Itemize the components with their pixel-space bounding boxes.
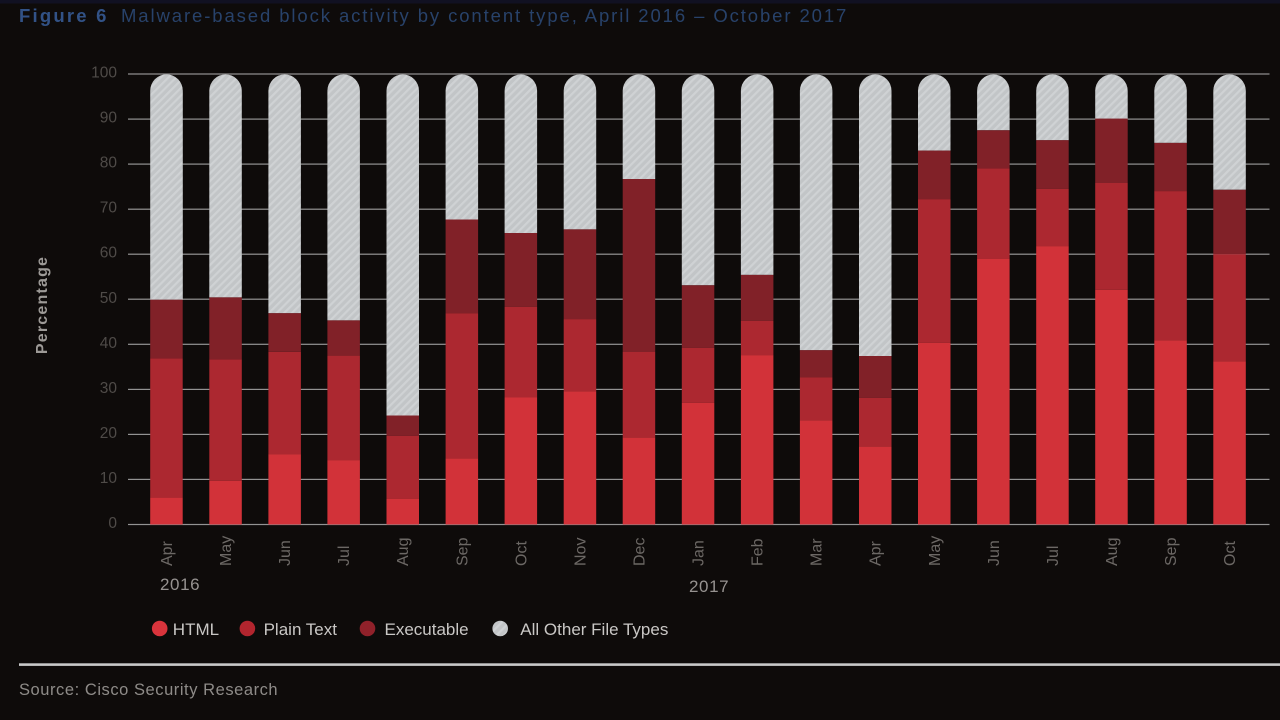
svg-text:Feb: Feb (750, 538, 767, 566)
svg-text:May: May (927, 536, 944, 566)
svg-text:2016: 2016 (160, 575, 200, 594)
svg-text:2017: 2017 (689, 577, 729, 596)
svg-text:Mar: Mar (809, 538, 826, 566)
svg-text:Nov: Nov (572, 538, 589, 566)
svg-text:Aug: Aug (1104, 538, 1121, 566)
svg-text:Oct: Oct (513, 541, 530, 566)
svg-text:Jan: Jan (691, 540, 708, 566)
svg-text:All Other File Types: All Other File Types (520, 620, 668, 639)
svg-text:Sep: Sep (454, 537, 471, 566)
svg-text:Jun: Jun (277, 540, 294, 566)
svg-text:Source: Cisco Security Researc: Source: Cisco Security Research (19, 681, 278, 699)
svg-text:100: 100 (91, 65, 117, 82)
svg-text:Jun: Jun (986, 540, 1003, 566)
svg-text:Sep: Sep (1163, 537, 1180, 566)
svg-text:50: 50 (100, 290, 118, 307)
svg-text:0: 0 (108, 515, 117, 532)
svg-text:HTML: HTML (173, 620, 219, 639)
svg-text:Percentage: Percentage (34, 256, 51, 354)
svg-text:Oct: Oct (1222, 541, 1239, 566)
svg-text:40: 40 (100, 335, 118, 352)
svg-text:30: 30 (100, 380, 118, 397)
svg-text:20: 20 (100, 425, 118, 442)
svg-text:10: 10 (100, 470, 118, 487)
svg-text:70: 70 (100, 200, 118, 217)
svg-text:Jul: Jul (1045, 546, 1062, 566)
svg-text:May: May (218, 536, 235, 566)
svg-text:Jul: Jul (336, 546, 353, 566)
svg-text:80: 80 (100, 155, 118, 172)
svg-text:Aug: Aug (395, 538, 412, 566)
svg-text:Dec: Dec (632, 538, 649, 566)
svg-text:Apr: Apr (868, 540, 885, 566)
svg-text:90: 90 (100, 110, 118, 127)
svg-text:Executable: Executable (385, 620, 469, 639)
svg-text:Plain Text: Plain Text (264, 620, 338, 639)
svg-text:Apr: Apr (159, 540, 176, 566)
svg-text:60: 60 (100, 245, 118, 262)
